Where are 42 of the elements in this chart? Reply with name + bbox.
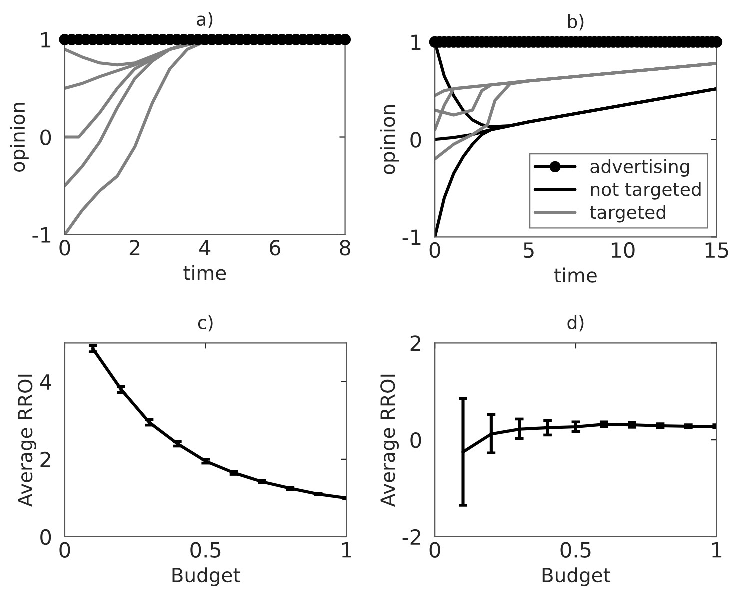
legend-label: advertising xyxy=(590,159,690,177)
x-tick-label: 0.5 xyxy=(560,542,591,558)
y-tick-label: -1 xyxy=(32,228,51,243)
x-tick-label: 6 xyxy=(270,240,281,256)
y-tick-label: 1 xyxy=(412,34,421,50)
x-tick-label: 0 xyxy=(60,542,70,558)
y-axis-title: Average RROI xyxy=(380,374,400,507)
legend-label: targeted xyxy=(590,205,666,223)
y-tick-label: -2 xyxy=(402,529,420,545)
y-tick-label: 0 xyxy=(410,132,422,148)
chart-title: b) xyxy=(568,14,584,31)
x-tick-label: 0 xyxy=(430,242,440,258)
y-axis-title: opinion xyxy=(10,103,29,172)
y-tick-label: 4 xyxy=(40,374,52,390)
y-tick-label: 1 xyxy=(42,32,51,48)
x-tick-label: 1 xyxy=(342,542,352,558)
y-tick-label: 0 xyxy=(40,130,52,146)
x-tick-label: 15 xyxy=(706,242,728,258)
y-tick-label: 2 xyxy=(410,336,420,352)
x-tick-label: 0 xyxy=(60,240,70,256)
x-axis-title: time xyxy=(554,268,597,283)
x-tick-label: 0 xyxy=(430,542,440,558)
x-axis-title: Budget xyxy=(542,568,610,586)
x-tick-label: 5 xyxy=(524,242,534,258)
chart-title: a) xyxy=(197,12,213,28)
legend-label: not targeted xyxy=(591,182,701,200)
x-tick-label: 8 xyxy=(340,240,350,256)
y-tick-label: -1 xyxy=(402,230,421,246)
x-tick-label: 1 xyxy=(712,542,722,558)
x-axis-title: Budget xyxy=(172,568,240,586)
x-tick-label: 2 xyxy=(130,240,140,256)
y-tick-label: 2 xyxy=(40,452,50,468)
chart-title: d) xyxy=(568,316,584,332)
x-tick-label: 0.5 xyxy=(190,542,221,558)
y-axis-title: Average RROI xyxy=(18,374,36,507)
x-axis-title: time xyxy=(184,265,226,280)
chart-title: c) xyxy=(198,316,213,332)
x-tick-label: 10 xyxy=(612,242,635,258)
y-tick-label: 0 xyxy=(410,432,422,448)
y-tick-label: 0 xyxy=(40,529,52,546)
y-axis-title: opinion xyxy=(380,106,400,174)
x-tick-label: 4 xyxy=(200,240,211,256)
